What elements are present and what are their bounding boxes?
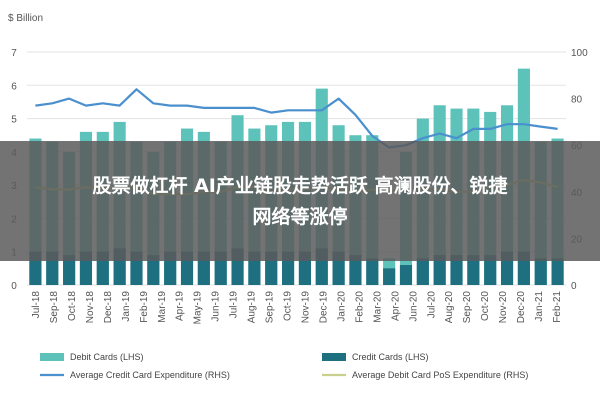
bar-credit-cards (467, 255, 480, 285)
bar-credit-cards (349, 255, 362, 285)
x-tick-label: Oct-19 (283, 291, 294, 321)
bar-credit-cards (534, 258, 547, 285)
x-tick-label: Oct-20 (480, 291, 491, 321)
x-tick-label: Feb-20 (354, 291, 365, 323)
x-tick-label: Sep-20 (462, 291, 473, 324)
x-axis: Jul-18 Sep-18 Oct-18 Nov-18 Dec-18 Jan-19 Feb-… (31, 291, 563, 325)
y-left-tick-label: 6 (11, 81, 17, 92)
bar-credit-cards (450, 255, 463, 285)
x-tick-label: Aug-20 (444, 291, 455, 324)
x-tick-label: Jul-18 (31, 291, 42, 319)
line-avg-credit-card-expenditure (35, 88, 558, 149)
x-tick-label: Nov-20 (498, 291, 509, 324)
x-tick-label: Apr-20 (390, 291, 401, 321)
legend-debit-cards-swatch (40, 353, 64, 361)
x-tick-label: Jan-19 (121, 291, 132, 322)
x-tick-label: Oct-18 (67, 291, 78, 321)
bar-credit-cards (383, 268, 396, 285)
bar-credit-cards (416, 258, 429, 285)
legend-debit-cards-label: Debit Cards (LHS) (70, 352, 144, 362)
x-tick-label: Dec-18 (103, 291, 114, 324)
x-tick-label: Sep-19 (265, 291, 276, 324)
bar-credit-cards (433, 255, 446, 285)
x-tick-label: Nov-18 (85, 291, 96, 324)
bar-credit-cards (366, 258, 379, 285)
y-left-tick-label: 7 (11, 48, 17, 59)
x-tick-label: Sep-18 (49, 291, 60, 324)
bar-credit-cards (399, 265, 413, 285)
overlay-headline-line2: 网络等涨停 (252, 205, 347, 228)
x-tick-label: Jul-19 (229, 291, 240, 319)
legend: Debit Cards (LHS) Credit Cards (LHS) Avera… (40, 352, 528, 380)
x-tick-label: Mar-19 (157, 291, 168, 323)
y-right-tick-label: 80 (571, 95, 583, 106)
legend-credit-cards-swatch (322, 353, 346, 361)
y-left-tick-label: 5 (11, 115, 17, 126)
x-tick-label: Nov-19 (300, 291, 311, 324)
y-left-tick-label: 0 (11, 281, 17, 292)
legend-avg-debit-card-pos-expenditure-label: Average Debit Card PoS Expenditure (RHS) (352, 370, 528, 380)
x-tick-label: Dec-20 (516, 291, 527, 324)
x-tick-label: Dec-19 (318, 291, 329, 324)
bar-credit-cards (63, 255, 76, 285)
x-tick-label: Jan-21 (534, 291, 545, 322)
x-tick-label: Jun-20 (408, 291, 419, 322)
x-tick-label: Feb-19 (139, 291, 150, 323)
x-tick-label: Apr-19 (175, 291, 186, 321)
x-tick-label: Jun-19 (211, 291, 222, 322)
legend-avg-credit-card-expenditure-label: Average Credit Card Expenditure (RHS) (70, 370, 230, 380)
x-tick-label: Mar-20 (372, 291, 383, 323)
y-right-tick-label: 100 (571, 48, 588, 59)
x-tick-label: Jan-20 (336, 291, 347, 322)
overlay-band (0, 141, 600, 261)
legend-credit-cards-label: Credit Cards (LHS) (352, 352, 429, 362)
y-right-tick-label: 0 (571, 281, 577, 292)
overlay-headline-line1: 股票做杠杆 AI产业链股走势活跃 高澜股份、锐捷 (92, 174, 508, 197)
bar-credit-cards (147, 255, 160, 285)
bar-credit-cards (551, 258, 564, 285)
bar-credit-cards (484, 255, 497, 285)
x-tick-label: Aug-19 (247, 291, 258, 324)
unit-label: $ Billion (8, 13, 43, 24)
x-tick-label: Jul-20 (426, 291, 437, 319)
x-tick-label: May-19 (193, 291, 204, 325)
x-tick-label: Feb-21 (552, 291, 563, 323)
